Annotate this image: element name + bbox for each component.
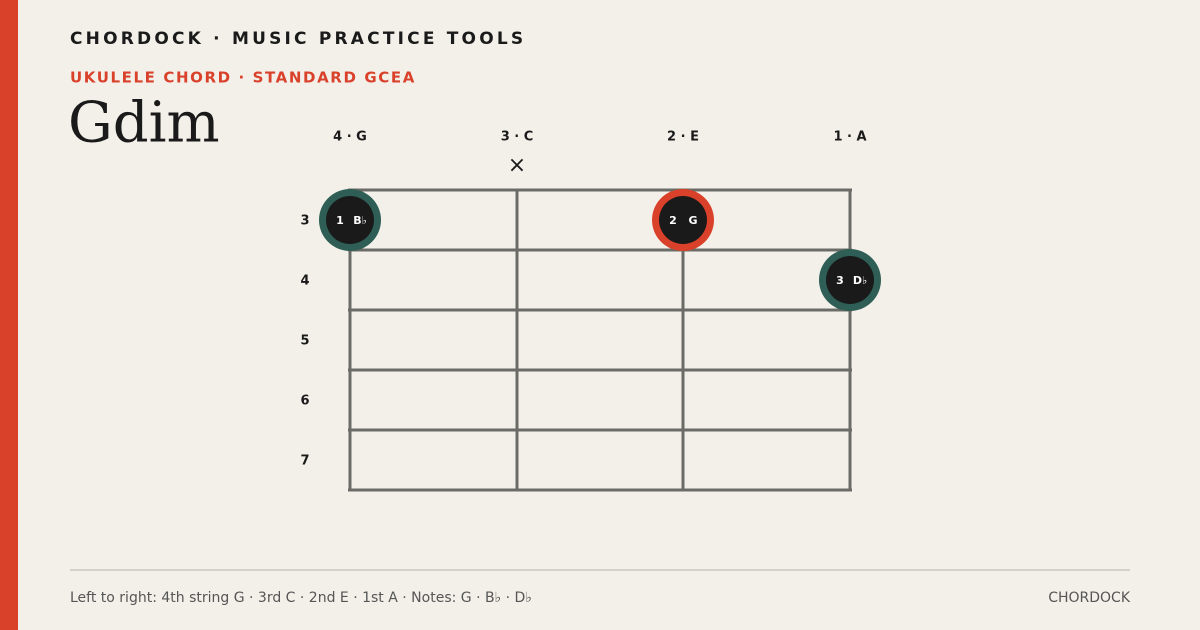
finger-dot xyxy=(659,196,707,244)
fret-number: 5 xyxy=(300,334,309,349)
fretboard xyxy=(348,188,852,492)
mute-mark: × xyxy=(508,153,526,178)
brand: CHORDOCK · MUSIC PRACTICE TOOLS xyxy=(70,29,526,49)
string-label: 3 · C xyxy=(501,130,534,145)
finger-number: 2 xyxy=(669,214,677,227)
fret-number: 3 xyxy=(300,214,309,229)
string-label: 1 · A xyxy=(833,130,866,145)
chord-title: Gdim xyxy=(68,91,220,156)
fret-number: 6 xyxy=(300,394,309,409)
finger-number: 3 xyxy=(836,274,844,287)
footer-brand: CHORDOCK xyxy=(1048,590,1131,606)
fret-number: 4 xyxy=(300,274,309,289)
finger-number: 1 xyxy=(336,214,344,227)
dot-note: B♭ xyxy=(353,214,367,227)
finger-dot xyxy=(326,196,374,244)
string-label: 4 · G xyxy=(333,130,367,145)
dot-note: G xyxy=(688,214,697,227)
string-label: 2 · E xyxy=(667,130,699,145)
fret-number: 7 xyxy=(300,454,309,469)
dot-note: D♭ xyxy=(853,274,867,287)
eyebrow: UKULELE CHORD · STANDARD GCEA xyxy=(70,69,416,87)
footer-caption: Left to right: 4th string G · 3rd C · 2n… xyxy=(70,590,532,606)
finger-dot xyxy=(826,256,874,304)
accent-bar xyxy=(0,0,18,630)
